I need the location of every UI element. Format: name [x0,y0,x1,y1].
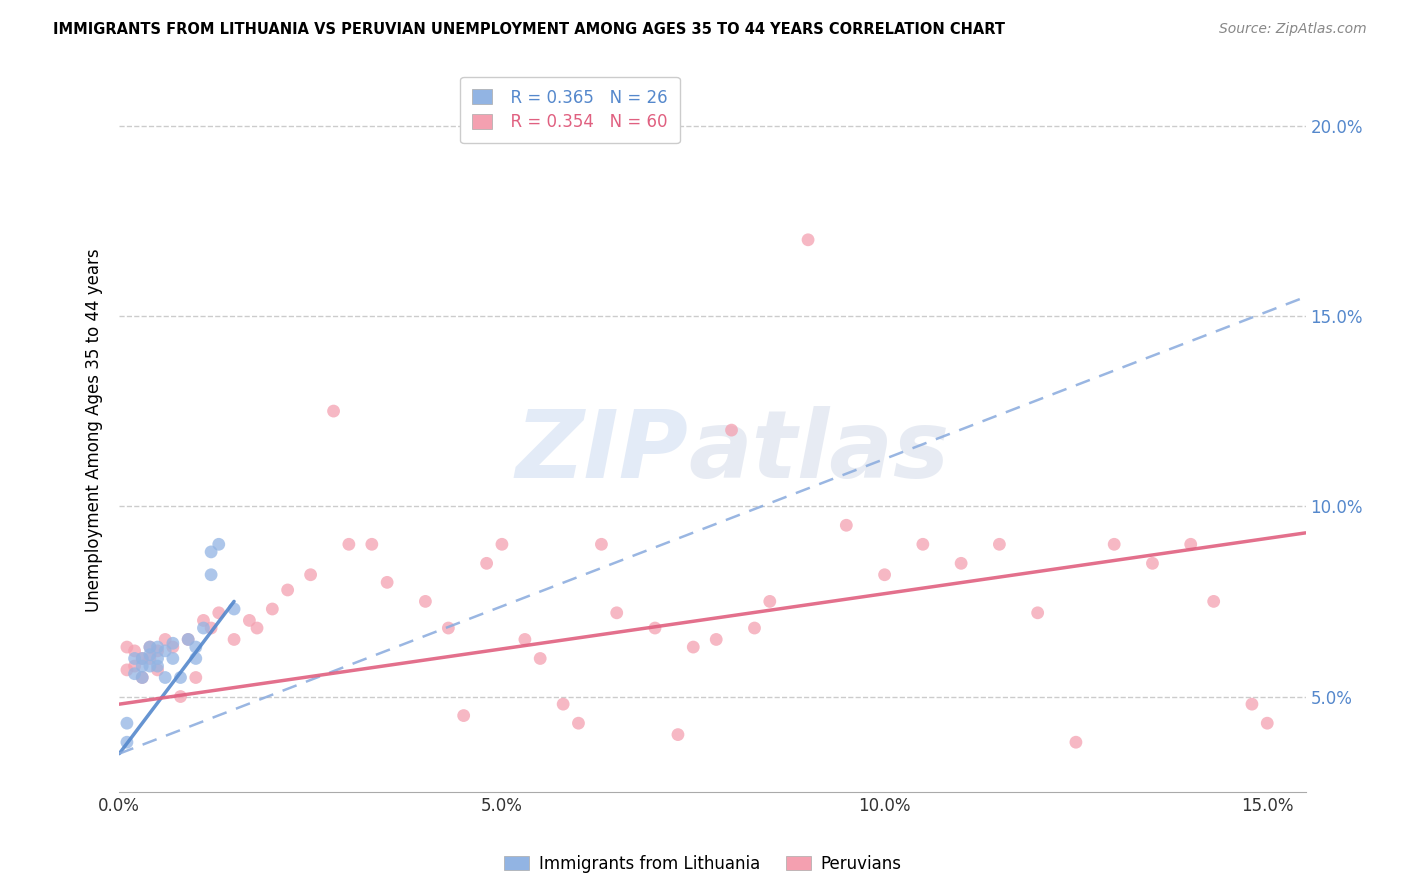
Point [1256,716,1278,731]
Point [115,716,138,731]
Point [262,602,284,616]
Point [1026,606,1049,620]
Point [153,632,176,647]
Point [835,518,858,533]
Point [1064,735,1087,749]
Point [115,640,138,654]
Point [184,651,207,665]
Point [1102,537,1125,551]
Point [146,644,169,658]
Point [644,621,666,635]
Point [222,602,245,616]
Point [139,640,162,654]
Point [246,621,269,635]
Point [200,621,222,635]
Point [208,537,231,551]
Point [873,567,896,582]
Point [169,690,191,704]
Point [162,651,184,665]
Point [491,537,513,551]
Point [131,651,153,665]
Point [124,651,146,665]
Point [139,659,162,673]
Point [193,621,215,635]
Point [759,594,782,608]
Point [208,606,231,620]
Point [529,651,551,665]
Point [115,735,138,749]
Point [169,671,191,685]
Point [153,671,176,685]
Y-axis label: Unemployment Among Ages 35 to 44 years: Unemployment Among Ages 35 to 44 years [86,248,103,612]
Point [453,708,475,723]
Point [950,557,973,571]
Point [131,671,153,685]
Point [437,621,460,635]
Point [146,663,169,677]
Point [139,640,162,654]
Point [238,614,260,628]
Point [553,697,575,711]
Text: IMMIGRANTS FROM LITHUANIA VS PERUVIAN UNEMPLOYMENT AMONG AGES 35 TO 44 YEARS COR: IMMIGRANTS FROM LITHUANIA VS PERUVIAN UN… [53,22,1005,37]
Point [146,640,169,654]
Point [720,423,742,437]
Point [567,716,589,731]
Text: Source: ZipAtlas.com: Source: ZipAtlas.com [1219,22,1367,37]
Point [360,537,382,551]
Point [177,632,200,647]
Point [797,233,820,247]
Point [704,632,727,647]
Point [184,640,207,654]
Point [162,640,184,654]
Point [744,621,766,635]
Point [200,545,222,559]
Point [277,582,299,597]
Point [475,557,498,571]
Point [222,632,245,647]
Point [184,671,207,685]
Point [131,659,153,673]
Legend: Immigrants from Lithuania, Peruvians: Immigrants from Lithuania, Peruvians [498,848,908,880]
Point [322,404,344,418]
Legend:   R = 0.365   N = 26,   R = 0.354   N = 60: R = 0.365 N = 26, R = 0.354 N = 60 [460,77,679,143]
Point [146,659,169,673]
Point [1180,537,1202,551]
Point [682,640,704,654]
Point [911,537,934,551]
Point [139,648,162,662]
Point [124,659,146,673]
Point [666,728,689,742]
Point [1142,557,1164,571]
Point [1202,594,1225,608]
Point [1240,697,1263,711]
Point [131,651,153,665]
Point [375,575,398,590]
Point [146,651,169,665]
Point [513,632,536,647]
Point [415,594,437,608]
Point [193,614,215,628]
Point [591,537,613,551]
Point [153,644,176,658]
Point [177,632,200,647]
Point [200,567,222,582]
Point [162,636,184,650]
Point [299,567,322,582]
Text: ZIP: ZIP [516,406,689,498]
Point [606,606,628,620]
Point [124,666,146,681]
Point [131,671,153,685]
Point [337,537,360,551]
Point [124,644,146,658]
Point [115,663,138,677]
Text: atlas: atlas [689,406,950,498]
Point [988,537,1011,551]
Point [139,651,162,665]
